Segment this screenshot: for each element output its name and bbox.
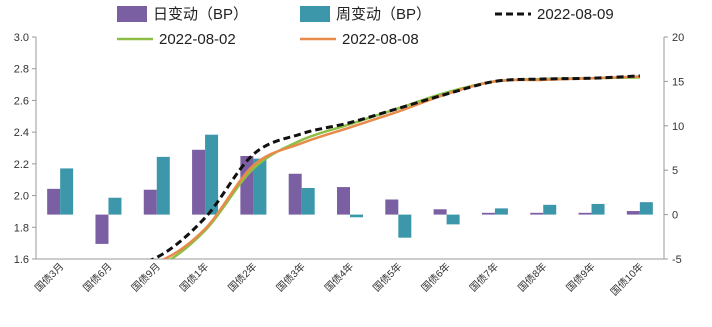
left-tick-label: 2.2 xyxy=(14,159,29,171)
x-category-label: 国债3年 xyxy=(273,260,307,294)
x-category-label: 国债9年 xyxy=(563,260,597,294)
bar-daily xyxy=(530,212,544,215)
left-tick-label: 1.6 xyxy=(14,254,29,266)
left-tick-label: 2.6 xyxy=(14,95,29,107)
x-category-label: 国债5年 xyxy=(370,260,404,294)
left-tick-label: 2.0 xyxy=(14,191,29,203)
bar-daily xyxy=(47,188,61,215)
bar-weekly xyxy=(108,197,122,215)
bar-daily xyxy=(192,149,206,215)
x-category-label: 国债6年 xyxy=(418,260,452,294)
x-category-label: 国债3月 xyxy=(32,260,66,294)
bar-weekly xyxy=(350,214,363,218)
right-tick-label: 5 xyxy=(672,165,678,177)
right-tick-label: 0 xyxy=(672,210,678,222)
bar-weekly xyxy=(591,203,605,215)
line-2022-08-02 xyxy=(168,76,640,259)
legend-label: 2022-08-08 xyxy=(342,31,419,48)
legend-label: 周变动（BP） xyxy=(336,6,431,23)
bar-daily xyxy=(385,199,399,215)
bar-weekly xyxy=(398,214,412,238)
line-2022-08-08 xyxy=(161,75,640,259)
left-tick-label: 2.8 xyxy=(14,64,29,76)
x-category-label: 国债1年 xyxy=(177,260,211,294)
left-tick-label: 2.4 xyxy=(14,127,29,139)
legend-swatch xyxy=(300,6,330,22)
bar-weekly xyxy=(543,204,557,215)
bar-weekly xyxy=(156,156,170,215)
x-category-label: 国债2年 xyxy=(225,260,259,294)
bar-weekly xyxy=(301,187,315,215)
right-tick-label: 15 xyxy=(672,76,684,88)
legend-swatch xyxy=(117,6,147,22)
bar-weekly xyxy=(639,202,653,215)
right-tick-label: -5 xyxy=(672,254,682,266)
line-2022-08-09 xyxy=(149,74,640,259)
bar-daily xyxy=(481,212,495,215)
bar-daily xyxy=(143,189,157,215)
bar-daily xyxy=(626,211,640,215)
bar-weekly xyxy=(60,168,74,215)
bar-daily xyxy=(288,173,302,215)
left-tick-label: 3.0 xyxy=(14,32,29,44)
bar-daily xyxy=(337,187,350,215)
x-category-label: 国债8年 xyxy=(515,260,549,294)
x-category-label: 国债9月 xyxy=(129,260,163,294)
x-category-label: 国债4年 xyxy=(322,260,356,294)
x-category-label: 国债6月 xyxy=(80,260,114,294)
bar-weekly xyxy=(494,208,508,215)
right-tick-label: 20 xyxy=(672,32,684,44)
x-category-label: 国债7年 xyxy=(467,260,501,294)
bar-weekly xyxy=(205,134,219,215)
legend-label: 2022-08-02 xyxy=(159,31,236,48)
left-tick-label: 1.8 xyxy=(14,222,29,234)
legend-label: 日变动（BP） xyxy=(153,6,248,23)
x-category-label: 国债10年 xyxy=(608,260,646,298)
bar-daily xyxy=(433,209,447,215)
bar-daily xyxy=(578,212,592,215)
bar-daily xyxy=(95,214,109,244)
legend-label: 2022-08-09 xyxy=(537,6,614,23)
bar-weekly xyxy=(446,214,460,225)
bar-weekly xyxy=(253,158,267,215)
right-tick-label: 10 xyxy=(672,121,684,133)
